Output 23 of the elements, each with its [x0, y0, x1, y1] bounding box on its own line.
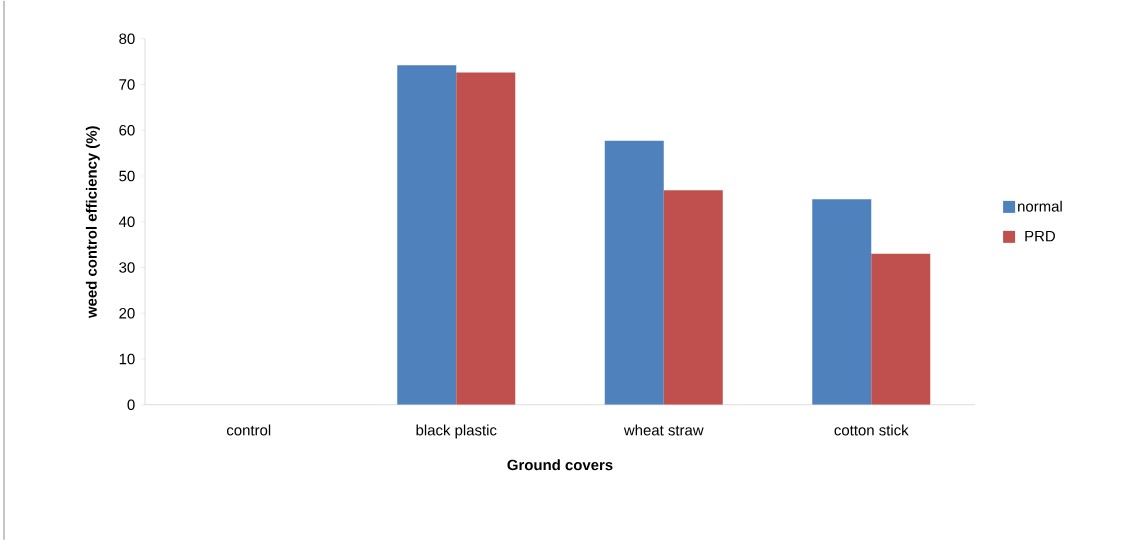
- bar: [397, 65, 457, 405]
- legend-label: normal: [1018, 200, 1062, 212]
- y-tick-label: 70: [119, 78, 135, 90]
- x-axis-title: Ground covers: [507, 459, 613, 471]
- y-tick-label: 60: [119, 124, 135, 136]
- y-tick-label: 50: [119, 170, 135, 182]
- y-tick-label: 30: [119, 261, 135, 273]
- y-tick-label: 0: [127, 399, 135, 410]
- y-tick-label: 10: [119, 353, 135, 365]
- y-tick-label: 40: [118, 216, 135, 227]
- x-tick-label: cotton stick: [834, 424, 909, 436]
- bar: [871, 253, 931, 405]
- legend-label: PRD: [1025, 230, 1055, 242]
- x-tick-label: wheat straw: [623, 424, 704, 436]
- x-tick-label: control: [226, 424, 271, 436]
- bar: [456, 72, 516, 405]
- y-axis-title: weed control efficiency (%): [85, 125, 100, 318]
- bar: [604, 140, 664, 405]
- y-tick-label: 80: [119, 33, 135, 44]
- x-tick-label: black plastic: [416, 424, 497, 439]
- bar: [812, 199, 872, 405]
- bar: [663, 189, 723, 405]
- y-tick-label: 20: [119, 307, 135, 319]
